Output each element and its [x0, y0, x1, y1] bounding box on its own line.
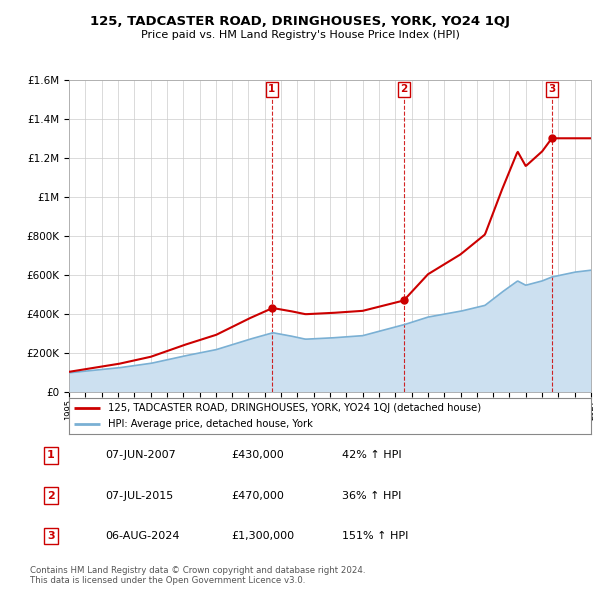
Text: 3: 3 [47, 531, 55, 540]
Text: £1,300,000: £1,300,000 [231, 531, 294, 540]
Text: 36% ↑ HPI: 36% ↑ HPI [342, 491, 401, 500]
Text: 1: 1 [47, 451, 55, 460]
Text: 2: 2 [400, 84, 407, 94]
Text: 1: 1 [268, 84, 275, 94]
Text: 3: 3 [548, 84, 556, 94]
Text: Contains HM Land Registry data © Crown copyright and database right 2024.
This d: Contains HM Land Registry data © Crown c… [30, 566, 365, 585]
Text: Price paid vs. HM Land Registry's House Price Index (HPI): Price paid vs. HM Land Registry's House … [140, 30, 460, 40]
Text: 07-JUN-2007: 07-JUN-2007 [105, 451, 176, 460]
Text: 125, TADCASTER ROAD, DRINGHOUSES, YORK, YO24 1QJ: 125, TADCASTER ROAD, DRINGHOUSES, YORK, … [90, 15, 510, 28]
Text: HPI: Average price, detached house, York: HPI: Average price, detached house, York [108, 419, 313, 429]
Text: 2: 2 [47, 491, 55, 500]
Text: 42% ↑ HPI: 42% ↑ HPI [342, 451, 401, 460]
Text: 125, TADCASTER ROAD, DRINGHOUSES, YORK, YO24 1QJ (detached house): 125, TADCASTER ROAD, DRINGHOUSES, YORK, … [108, 403, 481, 413]
Text: £470,000: £470,000 [231, 491, 284, 500]
Text: 151% ↑ HPI: 151% ↑ HPI [342, 531, 409, 540]
Text: 06-AUG-2024: 06-AUG-2024 [105, 531, 179, 540]
Text: £430,000: £430,000 [231, 451, 284, 460]
Text: 07-JUL-2015: 07-JUL-2015 [105, 491, 173, 500]
